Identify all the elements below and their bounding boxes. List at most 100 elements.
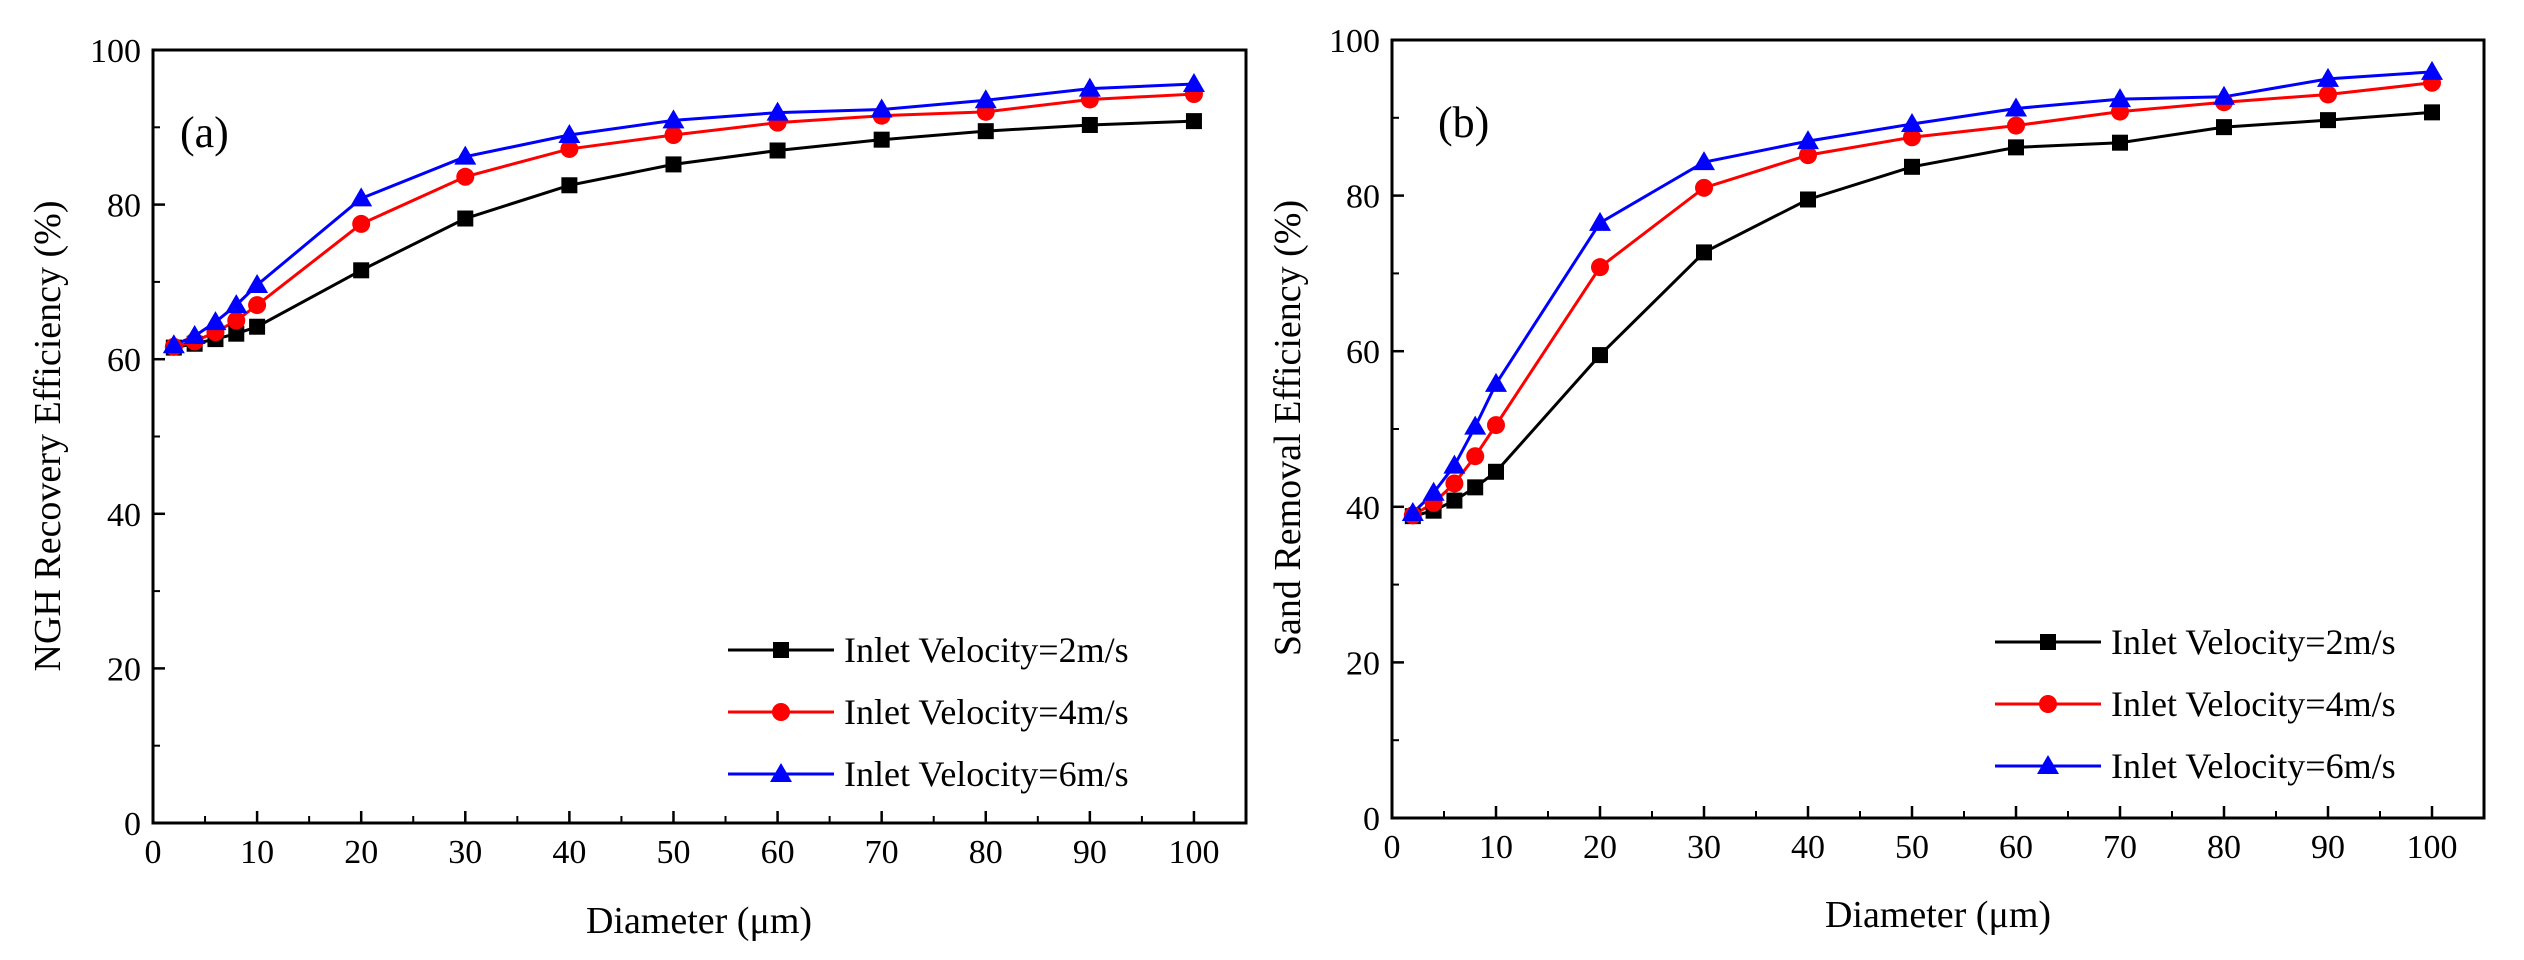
series-line-b-2	[1412, 81, 2433, 517]
chart-panel-b: 0 10 20 30 40 50 60 70 80 90 100 0 20 40 60 80 100 (b) D…	[1267, 23, 2486, 936]
data-point-b-3	[2317, 67, 2339, 87]
data-point-a-3	[1182, 73, 1205, 93]
chart-panel-a: 0 10 20 30 40 50 60 70 80 90 100 0 20 40 60 80 100 (a) D…	[27, 33, 1248, 942]
data-point-b-3	[2213, 85, 2235, 105]
data-point-b-1	[1488, 463, 1504, 480]
panel-label-b: (b)	[1438, 98, 1489, 147]
data-point-b-3	[1401, 502, 1424, 522]
series-line-a-3	[173, 82, 1195, 347]
axis-ticks-b: 0 10 20 30 40 50 60 70 80 90 100 0 20 40 60 80 100	[1329, 23, 2458, 866]
data-point-a-2	[560, 139, 579, 158]
data-point-a-1	[353, 262, 370, 279]
legend-marker	[770, 763, 792, 782]
x-tick-label: 50	[1895, 829, 1929, 866]
y-axis-label-b: Sand Removal Efficiency (%)	[1267, 200, 1309, 656]
data-point-a-1	[977, 123, 994, 140]
x-tick-label: 40	[552, 834, 586, 871]
legend-entry-label: Inlet Velocity=4m/s	[844, 692, 1129, 732]
y-tick-label: 0	[124, 806, 141, 843]
legend-entry-label: Inlet Velocity=2m/s	[2111, 622, 2396, 662]
data-point-b-3	[2109, 88, 2131, 108]
x-tick-label: 90	[1073, 834, 1107, 871]
axis-ticks-a: 0 10 20 30 40 50 60 70 80 90 100 0 20 40 60 80 100	[90, 33, 1219, 871]
data-point-a-3	[246, 273, 269, 293]
legend-entry-label: Inlet Velocity=6m/s	[2111, 746, 2396, 786]
y-tick-label: 40	[107, 497, 141, 534]
data-point-b-1	[1696, 244, 1712, 261]
data-point-a-2	[352, 214, 371, 233]
data-point-b-2	[2319, 85, 2337, 104]
x-tick-label: 70	[865, 834, 899, 871]
x-tick-label: 100	[2407, 829, 2458, 866]
data-point-b-3	[1464, 415, 1487, 435]
data-point-b-2	[1591, 258, 1609, 277]
data-point-b-1	[2216, 119, 2232, 136]
data-point-b-3	[1443, 454, 1466, 474]
legend-marker	[773, 642, 789, 658]
x-tick-label: 100	[1168, 834, 1219, 871]
data-point-a-3	[974, 89, 997, 109]
legend-entry-label: Inlet Velocity=4m/s	[2111, 684, 2396, 724]
data-point-b-1	[1467, 479, 1484, 496]
x-tick-label: 60	[761, 834, 795, 871]
x-tick-label: 30	[1687, 829, 1721, 866]
data-point-b-3	[1901, 113, 1923, 133]
data-point-a-1	[249, 318, 266, 335]
y-tick-label: 100	[1329, 23, 1380, 60]
panel-label-a: (a)	[180, 108, 229, 157]
legend-marker	[772, 703, 790, 721]
series-line-b-3	[1411, 70, 2433, 515]
data-point-b-2	[1445, 474, 1464, 493]
data-point-b-1	[2112, 134, 2128, 151]
data-point-a-1	[1185, 113, 1202, 130]
data-point-a-1	[873, 131, 890, 148]
data-point-a-3	[225, 294, 248, 314]
data-point-a-3	[350, 187, 373, 207]
data-point-a-3	[183, 325, 206, 345]
data-point-a-2	[248, 296, 267, 315]
legend-entry-label: Inlet Velocity=2m/s	[844, 630, 1129, 670]
x-tick-label: 20	[1583, 829, 1617, 866]
series-line-a-1	[173, 119, 1195, 350]
data-point-b-1	[2424, 104, 2440, 121]
data-point-a-1	[561, 177, 578, 194]
y-tick-label: 40	[1346, 490, 1380, 527]
y-tick-label: 100	[90, 33, 141, 70]
x-tick-label: 20	[344, 834, 378, 871]
y-tick-label: 60	[107, 342, 141, 379]
data-point-b-3	[1485, 372, 1507, 392]
x-tick-label: 0	[145, 834, 162, 871]
x-tick-label: 0	[1384, 829, 1401, 866]
data-point-a-2	[664, 126, 683, 145]
legend-marker	[2040, 634, 2056, 650]
data-point-a-3	[1078, 77, 1101, 97]
legend-b: Inlet Velocity=2m/s Inlet Velocity=4m/s In…	[1995, 622, 2396, 786]
data-point-b-3	[1693, 151, 1715, 171]
data-point-b-2	[1695, 178, 1713, 197]
data-point-b-2	[1487, 416, 1505, 435]
legend-marker	[2039, 695, 2057, 713]
x-tick-label: 70	[2103, 829, 2137, 866]
series-line-a-2	[173, 92, 1195, 349]
data-point-a-1	[1081, 116, 1098, 133]
data-point-b-1	[2008, 139, 2024, 156]
data-point-a-2	[227, 311, 246, 330]
x-tick-label: 80	[969, 834, 1003, 871]
y-tick-label: 0	[1363, 801, 1380, 838]
data-point-a-3	[558, 124, 581, 144]
data-point-b-3	[2005, 97, 2027, 117]
series-lines-a	[162, 73, 1205, 356]
x-tick-label: 90	[2311, 829, 2345, 866]
data-point-b-3	[1589, 211, 1611, 231]
x-tick-label: 40	[1791, 829, 1825, 866]
data-point-a-1	[228, 325, 245, 342]
x-tick-label: 60	[1999, 829, 2033, 866]
y-axis-label-a: NGH Recovery Efficiency (%)	[27, 201, 69, 672]
data-point-b-1	[1592, 347, 1608, 364]
legend-a: Inlet Velocity=2m/s Inlet Velocity=4m/s In…	[728, 630, 1129, 794]
data-point-b-1	[1904, 158, 1920, 175]
data-point-b-1	[1800, 191, 1816, 208]
data-point-a-3	[662, 109, 685, 129]
data-point-a-1	[769, 142, 786, 159]
